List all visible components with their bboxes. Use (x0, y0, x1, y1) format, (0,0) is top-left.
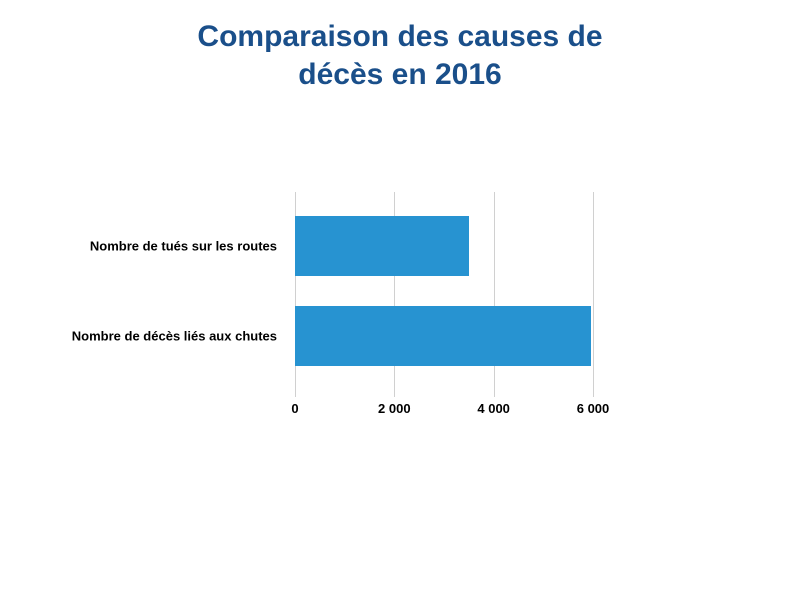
chart-x-tick-label: 2 000 (378, 401, 411, 416)
chart-plot-area: 02 0004 0006 000Nombre de tués sur les r… (295, 192, 593, 391)
chart-y-label: Nombre de décès liés aux chutes (72, 329, 277, 344)
chart-tick-mark (295, 391, 296, 397)
chart-x-tick-label: 4 000 (477, 401, 510, 416)
chart-tick-mark (593, 391, 594, 397)
chart-tick-mark (494, 391, 495, 397)
chart-x-tick-label: 6 000 (577, 401, 610, 416)
chart-x-tick-label: 0 (291, 401, 298, 416)
chart-title-line2: décès en 2016 (0, 56, 800, 94)
chart-y-label: Nombre de tués sur les routes (90, 239, 277, 254)
chart-title: Comparaison des causes de décès en 2016 (0, 0, 800, 93)
chart-bar (295, 306, 591, 366)
chart-plot: 02 0004 0006 000Nombre de tués sur les r… (295, 192, 593, 391)
chart-tick-mark (394, 391, 395, 397)
chart-title-line1: Comparaison des causes de (0, 18, 800, 56)
chart-bar (295, 216, 469, 276)
chart-gridline (593, 192, 594, 391)
